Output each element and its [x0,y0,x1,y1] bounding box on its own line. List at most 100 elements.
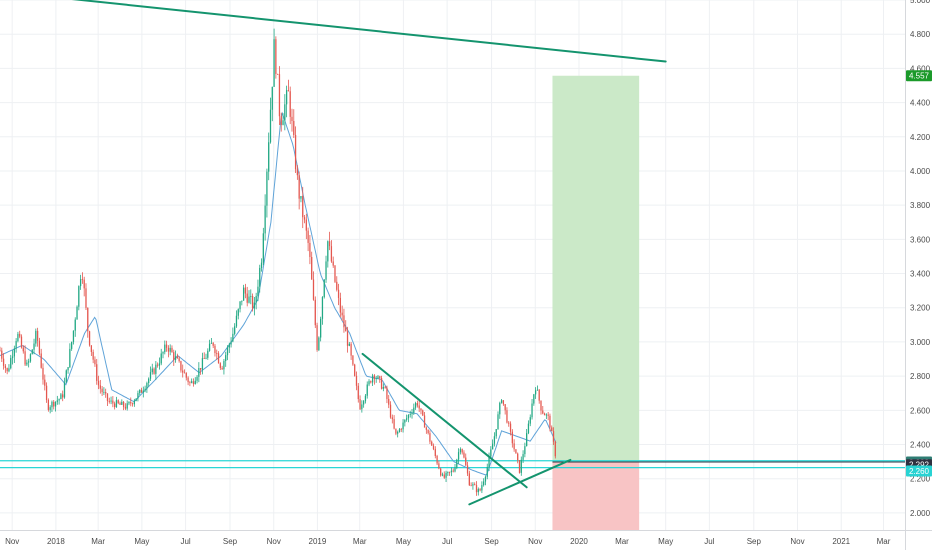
candle-body [234,326,236,334]
candle-body [551,427,553,432]
candle-body [244,287,247,294]
candle-body [282,120,284,125]
candle-body [223,360,225,370]
candle-body [67,367,69,371]
candle-body [305,219,307,231]
candle-body [115,400,118,408]
candle-body [146,382,148,389]
candle-body [447,471,449,473]
candle-body [407,414,410,419]
candle-body [373,375,376,379]
candle-body [413,407,415,413]
candle-body [69,348,71,368]
candle-body [312,279,315,300]
candle-body [187,377,189,383]
candle-body [160,353,162,364]
candle-body [393,419,395,429]
candle-body [400,429,402,431]
candle-body [398,429,401,433]
candle-body [552,431,555,442]
candle-body [219,363,221,368]
candle-body [330,246,333,262]
candle-body [140,389,143,393]
candle-body [241,300,243,302]
y-tick-label: 2.200 [910,475,931,484]
candle-body [309,242,311,257]
candle-body [311,256,313,280]
candle-body [380,378,383,389]
candle-body [357,385,359,400]
x-tick-label: Sep [484,537,499,546]
candle-body [58,399,60,401]
candle-body [208,343,211,351]
candle-body [343,315,345,328]
candle-body [253,302,256,309]
candle-body [106,393,109,402]
candle-body [33,343,35,350]
y-tick-label: 4.800 [910,30,931,39]
candle-body [221,367,223,370]
candle-body [318,337,320,351]
candle-body [81,279,84,280]
candle-body [183,372,186,374]
position-tool[interactable] [552,75,640,530]
ascending-trendline[interactable] [468,458,572,506]
candle-body [121,401,123,405]
horizontal-lines[interactable] [0,460,905,469]
candle-body [423,415,426,428]
candle-body [148,378,150,383]
descending-trendline[interactable] [361,352,528,489]
y-tick-label: 4.200 [910,133,931,142]
x-tick-label: 2020 [570,537,588,546]
upper-trendline[interactable] [0,0,667,63]
candle-body [156,364,159,366]
x-tick-label: May [134,537,149,546]
candle-body [526,433,528,447]
candle-body [346,331,349,346]
candle-body [314,299,316,326]
candle-body [321,297,324,319]
trendlines[interactable] [0,0,667,506]
candle-body [456,459,458,468]
candle-body [78,286,80,307]
x-tick-label: 2019 [309,537,327,546]
loss-zone[interactable] [552,461,640,530]
candle-body [345,327,347,332]
candle-body [101,388,103,393]
candle-body [117,400,119,404]
candle-body [237,309,239,316]
candle-body [531,403,533,418]
candle-body [504,404,506,411]
candle-body [438,463,440,469]
candle-body [443,474,445,478]
candle-body [47,400,50,410]
candle-body [431,441,433,446]
candle-body [518,460,521,473]
candle-body [239,301,241,310]
candle-body [316,325,318,351]
candle-body [135,398,137,401]
profit-zone[interactable] [552,75,640,462]
moving-average-line [0,111,557,476]
candle-body [60,394,62,400]
candle-body [196,376,198,381]
y-tick-label: 3.800 [910,201,931,210]
candle-body [404,419,406,423]
y-tick-label: 5.000 [910,0,931,5]
x-tick-label: Mar [877,537,891,546]
candle-body [364,395,367,402]
candle-body [10,358,12,369]
candle-body [470,485,472,487]
candle-body [293,120,295,135]
candle-body [500,400,503,403]
candle-body [405,418,408,420]
candle-body [122,401,125,407]
candle-body [497,414,499,430]
candle-body [429,433,431,442]
candle-body [384,386,386,388]
candle-body [307,230,309,243]
